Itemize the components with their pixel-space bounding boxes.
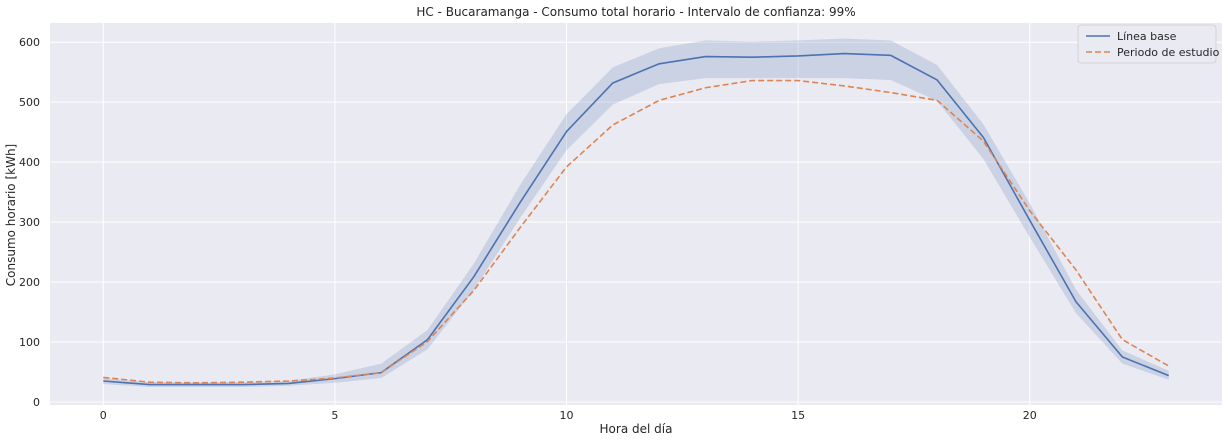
y-tick-label: 400: [19, 156, 40, 169]
legend-label: Periodo de estudio: [1117, 46, 1220, 59]
legend: Línea base Periodo de estudio: [1077, 24, 1220, 64]
series-lines: [103, 52, 1170, 386]
grid-lines: [50, 23, 1222, 405]
x-tick-label: 0: [100, 409, 107, 422]
y-tick-label: 600: [19, 36, 40, 49]
y-tick-label: 0: [33, 396, 40, 409]
chart-title: HC - Bucaramanga - Consumo total horario…: [416, 5, 855, 19]
x-tick-label: 10: [560, 409, 574, 422]
series-line: [103, 79, 1170, 384]
y-tick-label: 300: [19, 216, 40, 229]
x-axis-label: Hora del día: [600, 422, 673, 436]
y-axis-label: Consumo horario [kWh]: [4, 144, 18, 286]
x-tick-label: 15: [791, 409, 805, 422]
x-tick-label: 5: [331, 409, 338, 422]
y-tick-label: 200: [19, 276, 40, 289]
legend-label: Línea base: [1117, 30, 1177, 43]
legend-box: [1077, 24, 1217, 64]
x-tick-label: 20: [1023, 409, 1037, 422]
y-tick-label: 500: [19, 96, 40, 109]
y-tick-label: 100: [19, 336, 40, 349]
